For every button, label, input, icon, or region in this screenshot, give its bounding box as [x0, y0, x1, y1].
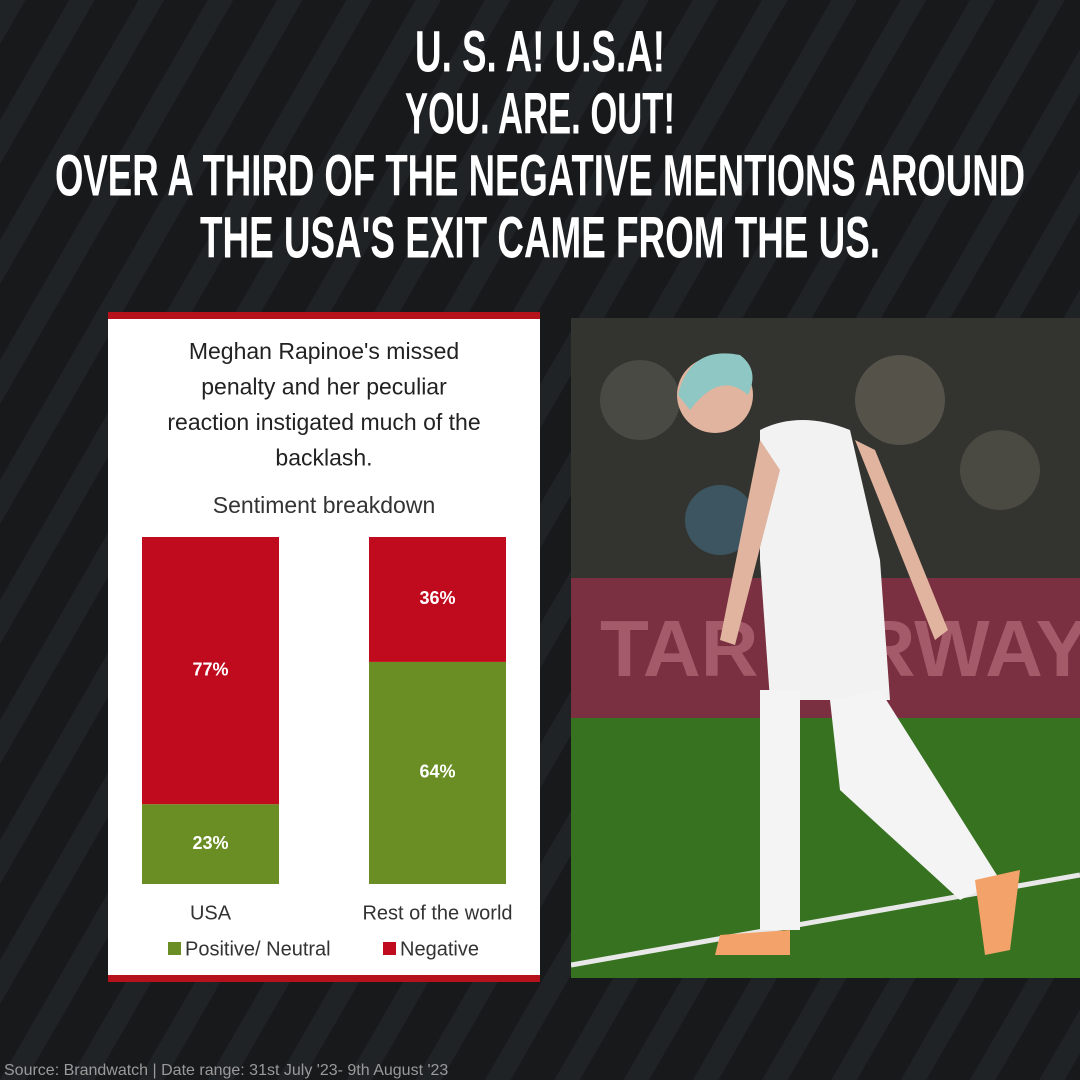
headline-line: YOU. ARE. OUT!	[405, 81, 675, 146]
legend-swatch	[168, 942, 181, 955]
headline-line: U. S. A! U.S.A!	[415, 19, 665, 84]
headline-line: OVER A THIRD OF THE NEGATIVE MENTIONS AR…	[55, 143, 1025, 208]
x-tick-label: Rest of the world	[362, 902, 512, 924]
bar-segment	[369, 537, 506, 662]
value-label: 64%	[419, 762, 455, 782]
chart: Meghan Rapinoe's missed penalty and her p…	[142, 338, 513, 960]
legend-label: Positive/ Neutral	[185, 938, 331, 960]
chart-title: Sentiment breakdown	[213, 492, 435, 518]
chart-subtitle: reaction instigated much of the	[167, 409, 480, 435]
value-label: 77%	[192, 659, 228, 679]
value-label: 23%	[192, 833, 228, 853]
bar-segment	[142, 537, 279, 805]
card-top-bar	[108, 312, 540, 319]
photo: TAR AIRWAY	[571, 318, 1080, 978]
source: Source: Brandwatch | Date range: 31st Ju…	[4, 1062, 448, 1079]
legend-swatch	[383, 942, 396, 955]
x-tick-label: USA	[190, 902, 232, 924]
legend-label: Negative	[400, 938, 479, 960]
bar-segment	[369, 661, 506, 884]
card-bottom-bar	[108, 975, 540, 982]
chart-subtitle: Meghan Rapinoe's missed	[189, 338, 459, 364]
headline-line: THE USA'S EXIT CAME FROM THE US.	[200, 205, 880, 270]
value-label: 36%	[419, 588, 455, 608]
bar-segment	[142, 804, 279, 884]
headline: U. S. A! U.S.A!YOU. ARE. OUT!OVER A THIR…	[55, 19, 1025, 270]
chart-subtitle: penalty and her peculiar	[201, 374, 447, 400]
chart-subtitle: backlash.	[275, 445, 372, 471]
